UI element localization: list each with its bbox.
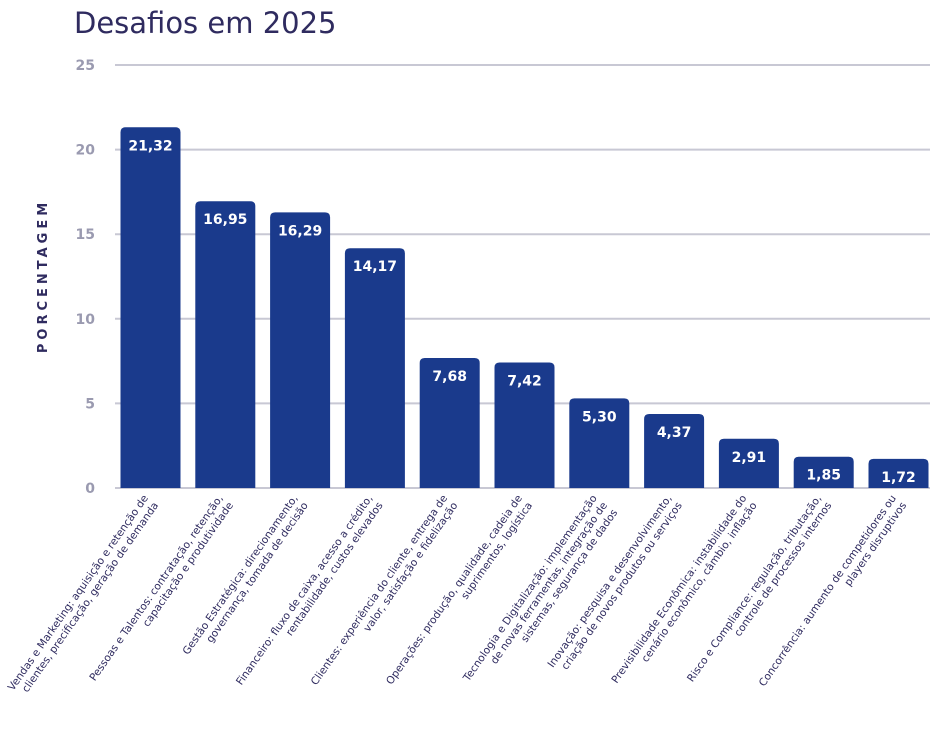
bar xyxy=(419,358,480,488)
x-tick-label: Risco e Compliance: regulação, tributaçã… xyxy=(685,493,834,692)
data-label: 1,85 xyxy=(806,468,841,484)
x-tick-label-line: clientes, precificação, geração de deman… xyxy=(20,500,161,695)
y-tick-label: 10 xyxy=(76,312,96,328)
y-tick-label: 0 xyxy=(85,481,95,497)
x-tick-label-line: Vendas e Marketing: aquisição e retenção… xyxy=(6,493,151,693)
data-label: 2,91 xyxy=(732,450,767,466)
y-tick-label: 5 xyxy=(85,396,95,412)
bar xyxy=(718,438,779,488)
bar xyxy=(494,362,555,488)
data-label: 14,17 xyxy=(353,259,397,275)
x-tick-label: Pessoas e Talentos: contratação, retençã… xyxy=(87,493,236,691)
data-label: 5,30 xyxy=(582,409,617,425)
x-tick-label-line: Previsibilidade Econômica: instabilidade… xyxy=(609,493,749,686)
y-tick-label: 25 xyxy=(76,58,95,74)
data-label: 16,95 xyxy=(203,212,247,228)
x-tick-label: Concorrência: aumento de competidores ou… xyxy=(757,493,909,696)
bar xyxy=(644,414,705,488)
data-label: 7,42 xyxy=(507,373,542,389)
bar xyxy=(195,201,256,488)
x-axis-labels: Vendas e Marketing: aquisição e retenção… xyxy=(6,493,909,700)
x-tick-label: Clientes: experiência do cliente, entreg… xyxy=(309,493,461,695)
data-label: 21,32 xyxy=(128,138,172,154)
bar xyxy=(868,458,929,488)
y-tick-label: 20 xyxy=(76,143,96,159)
bar xyxy=(344,248,405,488)
x-tick-label-line: Concorrência: aumento de competidores ou xyxy=(757,493,899,689)
data-label: 16,29 xyxy=(278,223,322,239)
data-label: 1,72 xyxy=(881,470,916,486)
x-tick-label: Financeiro: fluxo de caixa, acesso a cré… xyxy=(234,493,386,695)
y-axis-label: PORCENTAGEM xyxy=(36,199,51,353)
x-tick-label-line: Risco e Compliance: regulação, tributaçã… xyxy=(685,493,824,685)
x-tick-label-line: Pessoas e Talentos: contratação, retençã… xyxy=(87,493,225,684)
x-tick-label-line: Financeiro: fluxo de caixa, acesso a cré… xyxy=(234,493,375,688)
bar xyxy=(793,456,854,488)
bar xyxy=(569,398,630,488)
x-tick-label: Vendas e Marketing: aquisição e retenção… xyxy=(6,493,161,700)
y-tick-label: 15 xyxy=(76,227,95,243)
chart-title: Desafios em 2025 xyxy=(74,6,337,40)
data-label: 7,68 xyxy=(432,369,467,385)
x-tick-label: Previsibilidade Econômica: instabilidade… xyxy=(609,493,759,693)
bars: 21,32 16,95 16,29 14,17 7,68 7,42 5,30 4,37 2,91… xyxy=(120,127,929,489)
bar xyxy=(120,127,181,489)
x-tick-label: Operações: produção, qualidade, cadeia d… xyxy=(384,493,535,694)
bar xyxy=(270,212,331,488)
data-label: 4,37 xyxy=(657,425,692,441)
x-tick-label-line: Clientes: experiência do cliente, entreg… xyxy=(309,493,450,688)
